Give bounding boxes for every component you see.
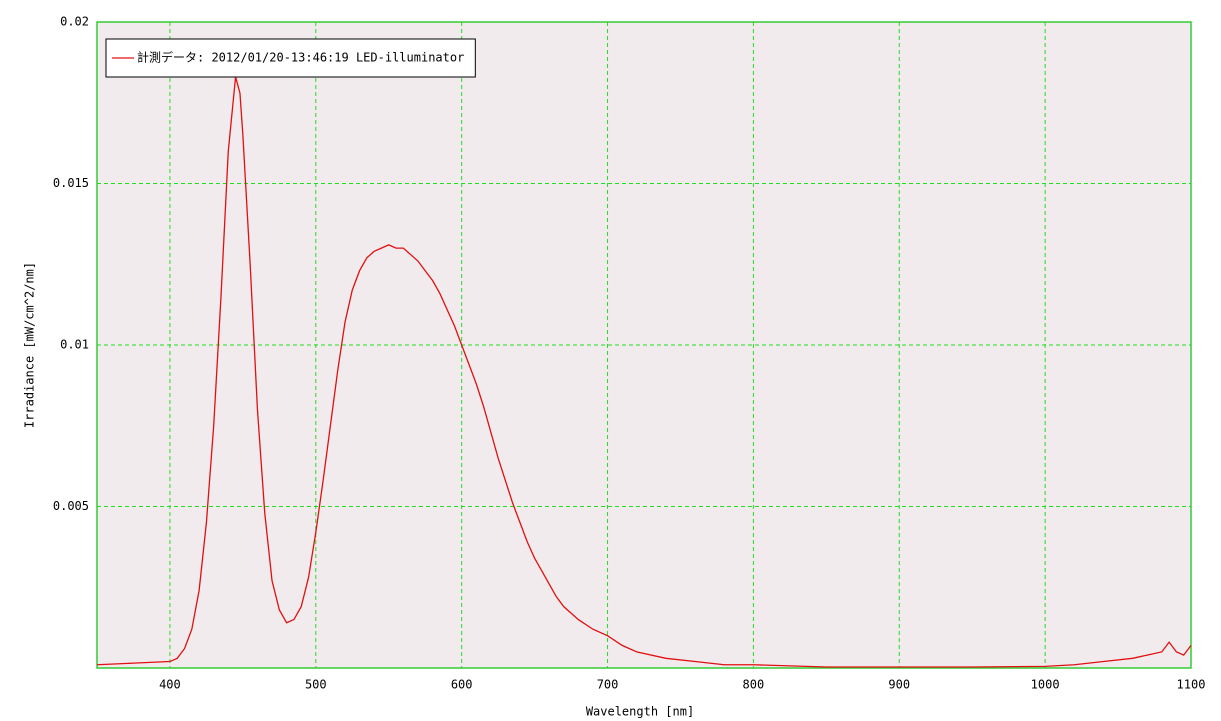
x-tick-label: 700: [597, 678, 619, 692]
y-axis-label: Irradiance [mW/cm^2/nm]: [23, 262, 37, 428]
legend-label: 計測データ: 2012/01/20-13:46:19 LED-illuminat…: [137, 50, 464, 65]
x-tick-label: 500: [305, 678, 327, 692]
legend: 計測データ: 2012/01/20-13:46:19 LED-illuminat…: [105, 38, 476, 78]
x-tick-label: 400: [159, 678, 181, 692]
y-tick-label: 0.01: [60, 338, 89, 352]
legend-box: [105, 38, 476, 78]
x-tick-label: 1000: [1031, 678, 1060, 692]
x-tick-label: 1100: [1177, 678, 1206, 692]
x-axis-label: Wavelength [nm]: [586, 705, 694, 719]
plot-frame: [96, 21, 1192, 669]
x-tick-label: 600: [451, 678, 473, 692]
x-tick-label: 800: [743, 678, 765, 692]
x-tick-label: 900: [888, 678, 910, 692]
y-tick-label: 0.015: [53, 176, 89, 190]
y-tick-label: 0.02: [60, 15, 89, 29]
data-line: [96, 76, 1192, 668]
y-tick-label: 0.005: [53, 499, 89, 513]
